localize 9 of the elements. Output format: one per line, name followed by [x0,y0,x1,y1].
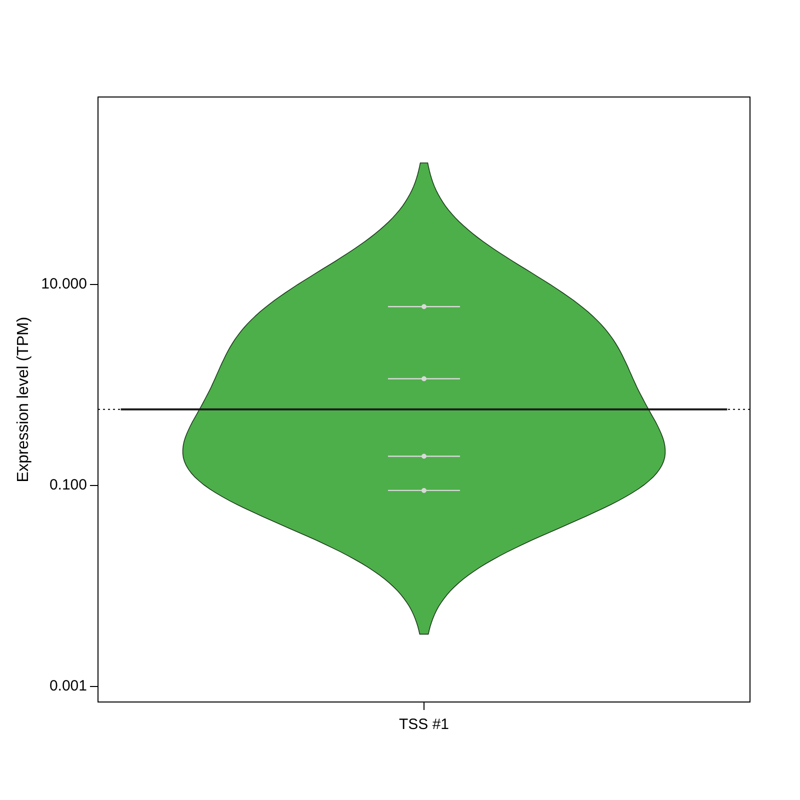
point [422,488,426,493]
y-axis-title: Expression level (TPM) [15,316,32,482]
point [422,454,426,459]
y-tick-label: 0.001 [49,678,87,695]
point [422,376,426,382]
y-tick-label: 0.100 [49,476,87,494]
x-tick-label: TSS #1 [398,716,450,734]
point [422,304,426,310]
y-tick-label: 10.000 [41,275,87,292]
